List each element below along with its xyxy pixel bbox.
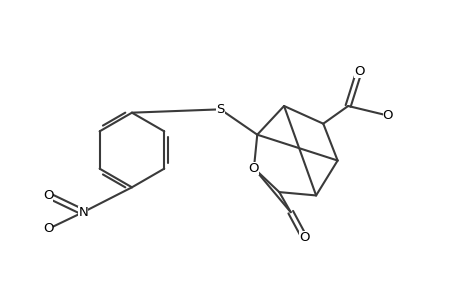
Text: O: O [298, 231, 309, 244]
Text: S: S [216, 103, 224, 116]
Text: O: O [382, 109, 392, 122]
Text: O: O [248, 162, 258, 175]
Text: N: N [78, 206, 88, 219]
Text: O: O [43, 189, 53, 202]
Text: O: O [43, 222, 53, 236]
Text: O: O [353, 64, 364, 78]
